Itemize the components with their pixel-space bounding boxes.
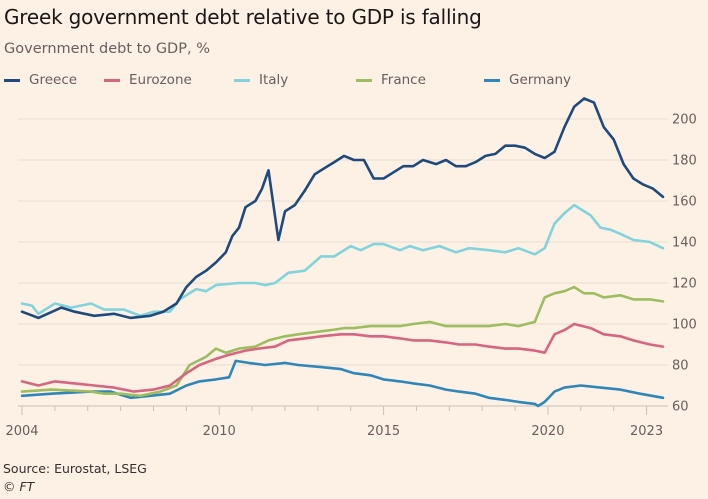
chart-subtitle: Government debt to GDP, % (4, 41, 210, 57)
series-line-greece (20, 97, 665, 320)
series-line-france (20, 285, 665, 398)
x-tick-label: 2015 (367, 424, 400, 439)
legend-label: Eurozone (129, 72, 192, 88)
source-note: Source: Eurostat, LSEG (3, 461, 147, 476)
chart-title: Greek government debt relative to GDP is… (4, 5, 482, 29)
x-tick-label: 2010 (203, 424, 236, 439)
y-tick-label: 120 (672, 277, 697, 292)
y-tick-label: 100 (672, 318, 697, 333)
y-tick-label: 200 (672, 113, 697, 128)
copyright: © FT (3, 479, 35, 494)
legend-swatch (104, 78, 120, 82)
series-line-germany (20, 359, 665, 408)
legend-label: Germany (509, 72, 572, 88)
x-tick-label: 2004 (5, 424, 38, 439)
legend-swatch (4, 78, 20, 82)
legend-item-germany: Germany (484, 72, 571, 88)
y-tick-label: 180 (672, 154, 697, 169)
series-line-eurozone (20, 322, 665, 393)
legend: Greece Eurozone Italy France Germany (4, 72, 571, 88)
legend-item-italy: Italy (234, 72, 356, 88)
legend-item-greece: Greece (4, 72, 104, 88)
legend-label: Greece (29, 72, 78, 88)
legend-swatch (484, 78, 500, 82)
x-tick-label: 2020 (531, 424, 564, 439)
series-line-italy (20, 203, 665, 318)
y-tick-label: 60 (672, 400, 689, 415)
legend-item-eurozone: Eurozone (104, 72, 234, 88)
legend-item-france: France (356, 72, 484, 88)
y-tick-label: 140 (672, 236, 697, 251)
legend-label: Italy (259, 72, 289, 88)
y-tick-label: 80 (672, 359, 689, 374)
legend-label: France (381, 72, 426, 88)
y-tick-label: 160 (672, 195, 697, 210)
legend-swatch (356, 78, 372, 82)
x-tick-label: 2023 (630, 424, 663, 439)
legend-swatch (234, 78, 250, 82)
